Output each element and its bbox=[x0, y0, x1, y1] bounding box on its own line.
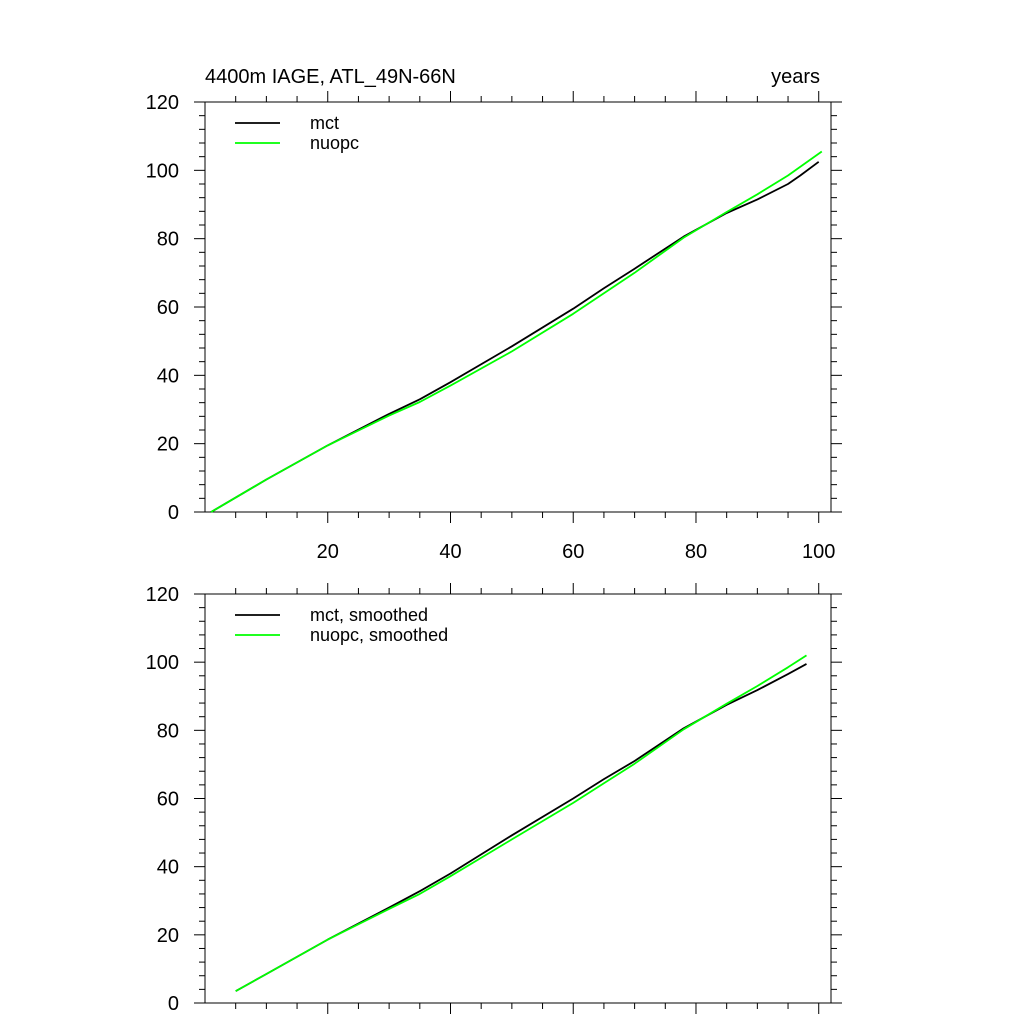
y-tick-label: 80 bbox=[157, 229, 179, 251]
x-tick-label: 20 bbox=[317, 541, 339, 563]
y-tick-label: 40 bbox=[157, 365, 179, 387]
y-tick-label: 20 bbox=[157, 434, 179, 456]
plot-frame bbox=[204, 101, 832, 513]
y-tick-label: 60 bbox=[157, 789, 179, 811]
y-tick-label: 20 bbox=[157, 925, 179, 947]
legend-label: mct, smoothed bbox=[310, 605, 428, 625]
plot-frame bbox=[204, 593, 832, 1004]
y-tick-label: 40 bbox=[157, 857, 179, 879]
x-tick-label: 100 bbox=[802, 541, 835, 563]
x-tick-label: 80 bbox=[685, 541, 707, 563]
y-tick-label: 100 bbox=[146, 652, 179, 674]
y-tick-label: 120 bbox=[146, 92, 179, 114]
x-tick-label: 40 bbox=[439, 541, 461, 563]
units-label: years bbox=[771, 66, 820, 88]
legend-label: nuopc, smoothed bbox=[310, 625, 448, 645]
chart-panel-1: 0 20 40 60 80 100 120 20 40 60 80 100 4400m IAGE, AT… bbox=[146, 66, 842, 563]
y-tick-label: 80 bbox=[157, 720, 179, 742]
x-tick-label: 60 bbox=[562, 541, 584, 563]
series-line-1 bbox=[235, 663, 807, 992]
chart-title: 4400m IAGE, ATL_49N-66N bbox=[205, 66, 456, 88]
series-line-2 bbox=[210, 150, 823, 513]
y-tick-label: 120 bbox=[146, 584, 179, 606]
series-line-2 bbox=[235, 654, 807, 992]
y-tick-label: 100 bbox=[146, 160, 179, 182]
y-tick-label: 0 bbox=[168, 502, 179, 524]
y-tick-label: 0 bbox=[168, 993, 179, 1015]
y-tick-label: 60 bbox=[157, 297, 179, 319]
legend-label: nuopc bbox=[310, 133, 359, 153]
legend-label: mct bbox=[310, 113, 339, 133]
